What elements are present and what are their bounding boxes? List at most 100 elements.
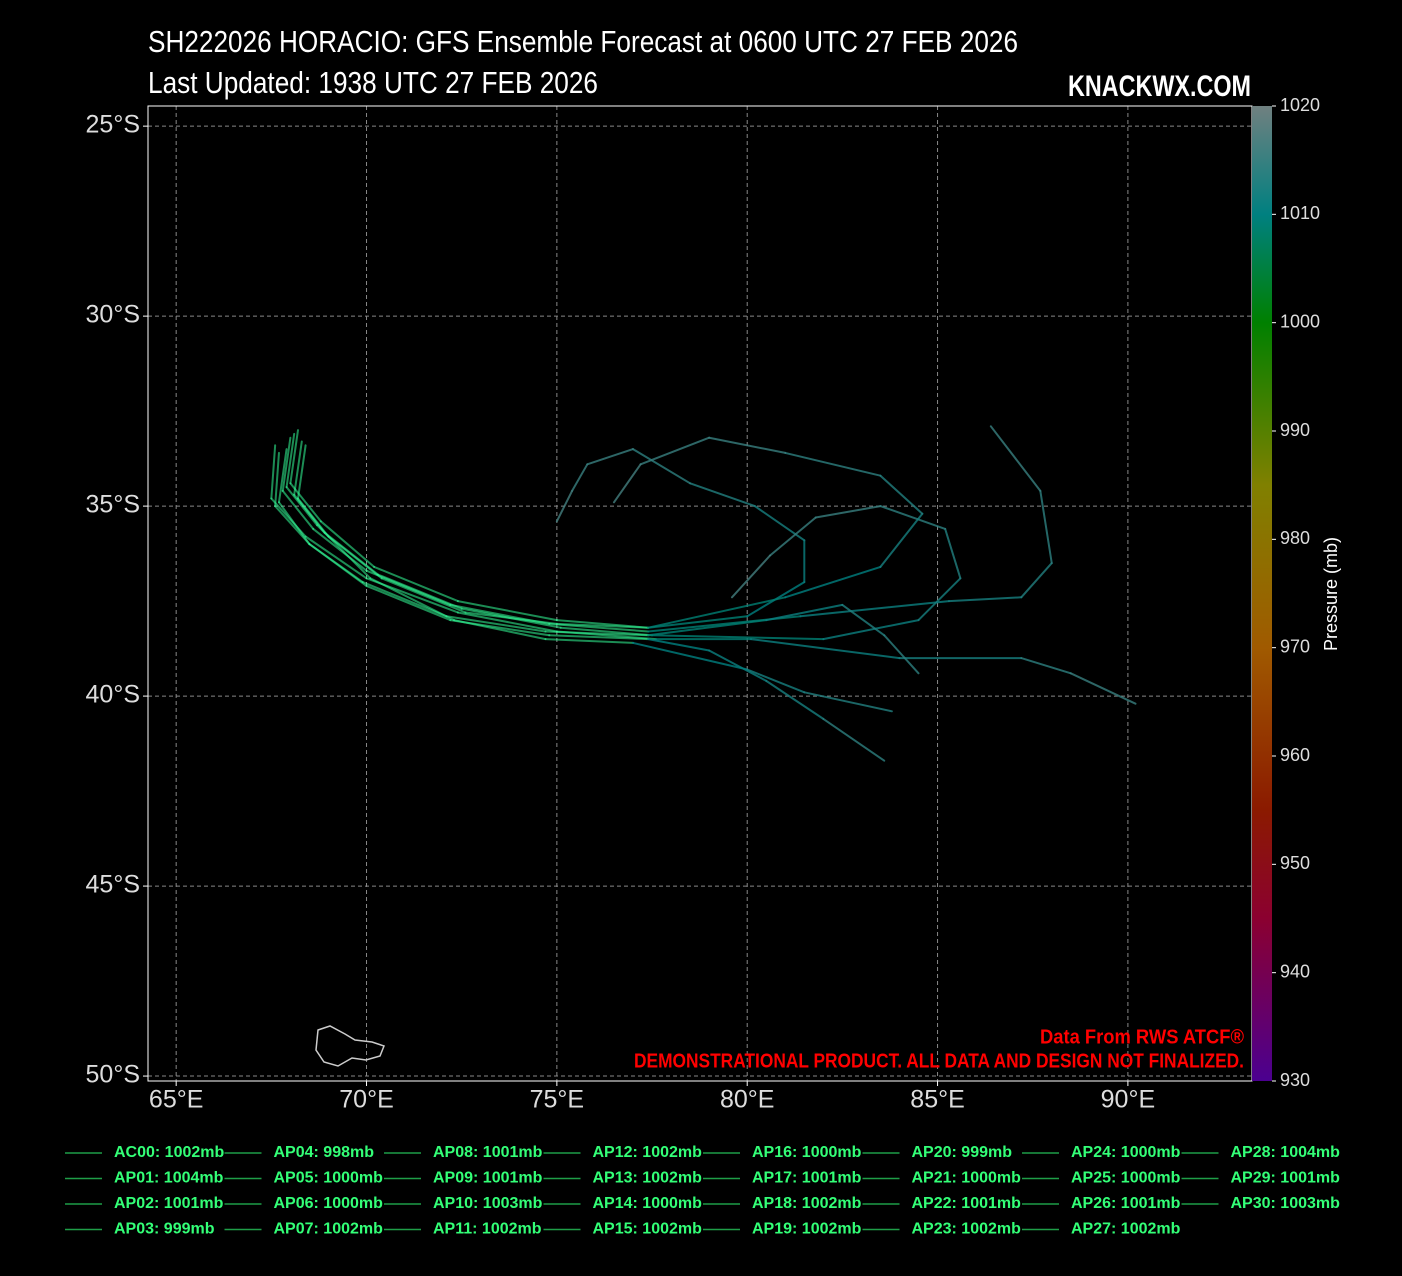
y-tick-label: 35°S (86, 491, 140, 519)
legend-label: AP07: 1002mb (274, 1221, 384, 1238)
track-segment (841, 603, 886, 637)
colorbar-label: Pressure (mb) (1321, 537, 1341, 651)
track-segment (708, 436, 787, 454)
legend-label: AP11: 1002mb (433, 1221, 542, 1238)
track (289, 429, 806, 629)
track-segment (380, 577, 467, 614)
track-segment (651, 634, 825, 641)
track-segment (274, 451, 280, 508)
track-segment (631, 641, 749, 671)
track-segment (555, 489, 574, 523)
legend-label: AP26: 1001mb (1071, 1195, 1181, 1212)
track-segment (765, 679, 825, 720)
colorbar-tick-label: 970 (1280, 636, 1310, 656)
track-segment (285, 486, 319, 527)
legend-label: AP08: 1001mb (433, 1144, 543, 1161)
track-segment (769, 516, 817, 557)
track-segment (586, 448, 634, 466)
track-segment (883, 634, 920, 675)
track-segment (879, 512, 924, 568)
y-tick-label: 30°S (86, 301, 140, 329)
legend-label: AP27: 1002mb (1071, 1221, 1181, 1238)
track-segment (445, 615, 547, 633)
track-segment (270, 444, 277, 500)
colorbar-tick-label: 930 (1280, 1070, 1310, 1090)
track-segment (647, 638, 711, 652)
track-segment (1069, 672, 1137, 705)
legend-label: AP30: 1003mb (1231, 1195, 1341, 1212)
legend-label: AP24: 1000mb (1071, 1144, 1181, 1161)
legend-label: AP10: 1003mb (433, 1195, 543, 1212)
legend-label: AP29: 1001mb (1231, 1170, 1341, 1187)
track-segment (296, 497, 330, 538)
track-segment (373, 565, 459, 603)
colorbar-tick-label: 940 (1280, 961, 1310, 981)
track-segment (296, 444, 307, 500)
legend-label: AP25: 1000mb (1071, 1170, 1181, 1187)
legend-label: AP19: 1002mb (752, 1221, 862, 1238)
legend-label: AP06: 1000mb (274, 1195, 384, 1212)
track-segment (1039, 489, 1053, 565)
track-segment (571, 463, 589, 492)
track-segment (647, 615, 749, 629)
island (315, 1025, 385, 1067)
track-segment (803, 691, 893, 713)
track-segment (544, 638, 634, 644)
x-tick-label: 70°E (339, 1086, 393, 1114)
track-segment (365, 584, 452, 622)
colorbar (1252, 106, 1272, 1081)
track-segment (647, 596, 787, 629)
track-segment (456, 600, 558, 622)
legend-label: AP22: 1001mb (912, 1195, 1022, 1212)
y-tick-label: 45°S (86, 871, 140, 899)
track-segment (1020, 657, 1072, 675)
track-segment (639, 436, 711, 466)
track-segment (289, 429, 299, 485)
legend-label: AP12: 1002mb (593, 1144, 703, 1161)
track-segment (917, 577, 962, 622)
legend-label: AP09: 1001mb (433, 1170, 543, 1187)
track-segment (376, 573, 463, 610)
track-segment (544, 630, 650, 637)
colorbar-tick-label: 960 (1280, 745, 1310, 765)
track-segment (784, 451, 882, 477)
track-segment (293, 440, 303, 496)
legend-label: AP17: 1001mb (752, 1170, 862, 1187)
x-tick-label: 85°E (910, 1086, 964, 1114)
track-segment (327, 535, 383, 580)
legend-label: AP20: 999mb (912, 1144, 1013, 1161)
track-segment (281, 436, 292, 492)
chart-subtitle: Last Updated: 1938 UTC 27 FEB 2026 (148, 65, 598, 100)
track-segment (799, 600, 950, 618)
chart-title: SH222026 HORACIO: GFS Ensemble Forecast … (148, 24, 1018, 59)
island-outline (315, 1025, 385, 1067)
track-segment (361, 581, 448, 618)
y-tick-label: 50°S (86, 1061, 140, 1089)
track-segment (453, 619, 547, 641)
track-segment (879, 505, 947, 530)
legend-label: AP05: 1000mb (274, 1170, 384, 1187)
legend-label: AP01: 1004mb (114, 1170, 224, 1187)
legend-label: AP21: 1000mb (912, 1170, 1022, 1187)
track-segment (285, 432, 296, 489)
legend-label: AP13: 1002mb (593, 1170, 703, 1187)
colorbar-tick-label: 990 (1280, 420, 1310, 440)
track-segment (631, 448, 692, 485)
legend-label: AP02: 1001mb (114, 1195, 224, 1212)
track (296, 436, 924, 629)
track-segment (822, 619, 920, 641)
track-segment (746, 668, 806, 694)
track-segment (879, 474, 924, 515)
track-segment (730, 554, 772, 599)
legend-label: AP15: 1002mb (593, 1221, 703, 1238)
y-tick-label: 25°S (86, 111, 140, 139)
colorbar-tick-label: 1010 (1280, 203, 1320, 223)
track-segment (456, 611, 558, 633)
track-segment (281, 489, 315, 530)
colorbar-tick-label: 1000 (1280, 311, 1320, 331)
x-tick-label: 90°E (1101, 1086, 1155, 1114)
track-segment (989, 425, 1042, 492)
track-segment (308, 543, 364, 584)
